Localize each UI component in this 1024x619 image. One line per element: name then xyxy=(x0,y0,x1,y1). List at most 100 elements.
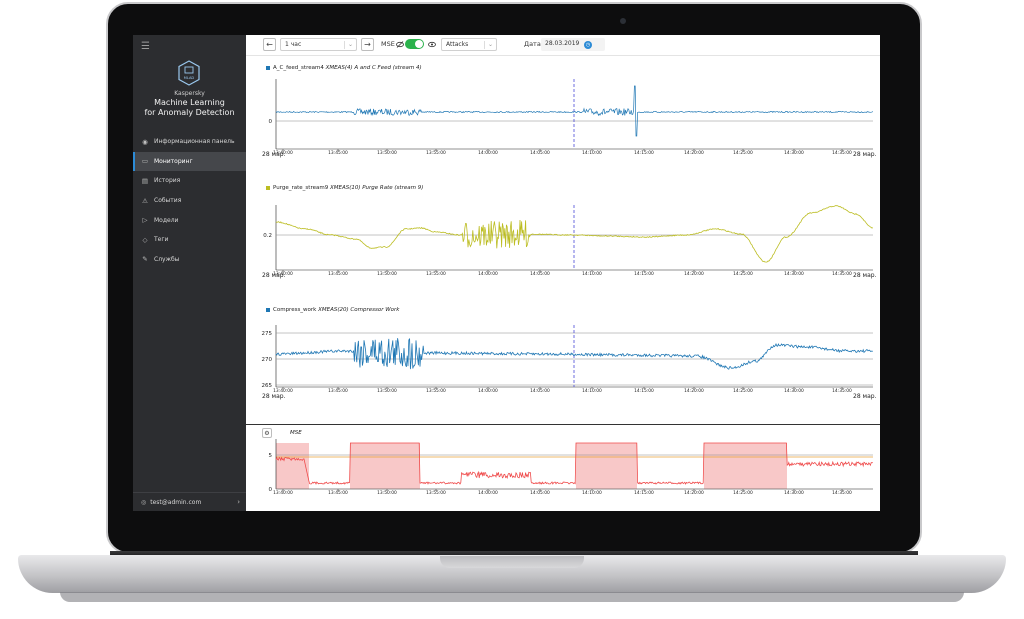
chart-svg: 5 013:40:00 13:45:00 13:50:00 13:55:00 14:00:… xyxy=(269,439,873,496)
x-tick-label: 14:15:00 xyxy=(634,388,654,394)
brand-line-2: for Anomaly Detection xyxy=(144,108,235,117)
y-tick-label: 265 xyxy=(262,383,273,389)
date-input[interactable]: 28.03.2019 xyxy=(541,38,605,51)
settings-icon[interactable]: ⚙ xyxy=(262,428,272,438)
x-tick-label: 13:40:00 xyxy=(273,490,293,496)
back-button[interactable]: ← xyxy=(263,38,276,51)
x-tick-label: 14:20:00 xyxy=(684,490,704,496)
attacks-value: Attacks xyxy=(446,41,469,48)
date-left: 28 мар. xyxy=(262,151,286,158)
x-tick-label: 14:00:00 xyxy=(478,271,498,277)
x-tick-label: 14:30:00 xyxy=(784,150,804,156)
chart-mse: ⚙ MSE 5 0 13:40:00 13:45:00 13:50:00 13:55:00… xyxy=(246,424,880,500)
sidebar-item-history[interactable]: ▤ История xyxy=(133,171,246,191)
x-tick-label: 13:50:00 xyxy=(377,490,397,496)
mse-toggle[interactable] xyxy=(405,39,424,49)
x-tick-label: 14:10:00 xyxy=(582,490,602,496)
toolbar: ← 1 час ⌄ → MSE Attacks ⌄ xyxy=(246,35,880,56)
laptop-foot xyxy=(60,592,964,602)
x-tick-label: 14:25:00 xyxy=(733,271,753,277)
warning-icon: ⚠ xyxy=(142,196,148,205)
x-tick-label: 13:50:00 xyxy=(377,150,397,156)
series-desc: XMEAS(4) A and C Feed (stream 4) xyxy=(325,65,422,71)
sidebar-item-monitoring[interactable]: ▭ Мониторинг xyxy=(133,151,246,172)
series-swatch xyxy=(266,185,270,190)
play-icon: ▷ xyxy=(142,216,148,225)
x-tick-label: 13:40:00 xyxy=(273,150,293,156)
chevron-right-icon: › xyxy=(237,498,240,506)
attacks-select[interactable]: Attacks ⌄ xyxy=(441,38,497,51)
x-tick-label: 13:50:00 xyxy=(377,271,397,277)
brand-line-1: Machine Learning xyxy=(154,98,225,107)
wrench-icon: ✎ xyxy=(142,255,148,264)
chart-feed-stream4: A_C_feed_stream4 XMEAS(4) A and C Feed (… xyxy=(246,65,880,159)
x-tick-label: 14:15:00 xyxy=(634,490,654,496)
select-divider xyxy=(344,41,345,49)
x-tick-label: 13:40:00 xyxy=(273,271,293,277)
camera xyxy=(620,18,626,24)
chart-title: Compress_work XMEAS(20) Compressor Work xyxy=(266,307,399,313)
x-tick-label: 13:55:00 xyxy=(426,150,446,156)
sidebar-item-services[interactable]: ✎ Службы xyxy=(133,250,246,270)
x-tick-label: 14:25:00 xyxy=(733,490,753,496)
sidebar-item-events[interactable]: ⚠ События xyxy=(133,191,246,211)
x-tick-label: 14:20:00 xyxy=(684,271,704,277)
series-desc: XMEAS(10) Purge Rate (stream 9) xyxy=(329,185,424,191)
anomaly-band xyxy=(276,443,309,489)
tag-icon: ◇ xyxy=(142,235,148,244)
sidebar-item-dashboard[interactable]: ◉ Информационная панель xyxy=(133,132,246,152)
x-tick-label: 13:45:00 xyxy=(328,490,348,496)
x-tick-label: 14:30:00 xyxy=(784,271,804,277)
calendar-icon[interactable]: ◷ xyxy=(584,41,592,49)
toggle-knob xyxy=(415,40,423,48)
chart-svg: 0 13:40:00 13:45:00 13:50:00 13:55:00 14:00:0… xyxy=(269,79,874,156)
eye-off-icon[interactable] xyxy=(396,41,404,48)
sidebar-item-label: События xyxy=(154,197,182,205)
sidebar-item-label: Службы xyxy=(154,255,180,263)
x-tick-label: 13:45:00 xyxy=(328,150,348,156)
series-tag: Purge_rate_stream9 xyxy=(273,185,329,191)
history-icon: ▤ xyxy=(141,176,149,185)
main-panel: ← 1 час ⌄ → MSE Attacks ⌄ xyxy=(246,35,880,511)
date-label: Дата xyxy=(524,40,541,48)
sidebar-item-label: Мониторинг xyxy=(154,157,193,165)
user-menu[interactable]: ◎ test@admin.com › xyxy=(133,492,246,511)
sidebar-item-tags[interactable]: ◇ Теги xyxy=(133,230,246,250)
chevron-down-icon: ⌄ xyxy=(487,41,493,48)
date-left: 28 мар. xyxy=(262,393,286,400)
y-tick-label: 0 xyxy=(269,119,273,125)
x-tick-label: 14:00:00 xyxy=(478,490,498,496)
sidebar-item-label: Информационная панель xyxy=(154,138,235,146)
anomaly-band xyxy=(350,443,420,489)
period-select[interactable]: 1 час ⌄ xyxy=(280,38,357,51)
x-tick-label: 14:00:00 xyxy=(478,150,498,156)
x-tick-label: 13:55:00 xyxy=(426,388,446,394)
sidebar-item-label: Теги xyxy=(154,236,169,244)
series-line xyxy=(275,85,874,137)
user-icon: ◎ xyxy=(141,498,147,506)
menu-icon[interactable]: ☰ xyxy=(141,41,150,52)
y-tick-label: 5 xyxy=(269,453,273,459)
date-left: 28 мар. xyxy=(262,272,286,279)
app-screen: ☰ MLAD Kaspersky Machine Learning for An… xyxy=(133,35,880,511)
period-value: 1 час xyxy=(285,41,302,48)
x-tick-label: 14:15:00 xyxy=(634,271,654,277)
select-divider xyxy=(484,41,485,49)
series-swatch xyxy=(266,65,270,70)
sidebar-item-label: История xyxy=(154,177,181,185)
x-tick-label: 13:55:00 xyxy=(426,490,446,496)
x-tick-label: 14:25:00 xyxy=(733,150,753,156)
x-tick-label: 14:05:00 xyxy=(530,388,550,394)
x-tick-label: 13:45:00 xyxy=(328,271,348,277)
series-line xyxy=(275,338,873,370)
forward-button[interactable]: → xyxy=(361,38,374,51)
x-tick-label: 14:35:00 xyxy=(832,388,852,394)
sidebar-item-models[interactable]: ▷ Модели xyxy=(133,210,246,230)
laptop-hinge xyxy=(110,551,918,557)
series-tag: A_C_feed_stream4 xyxy=(273,65,324,71)
series-tag: Compress_work xyxy=(273,307,317,313)
x-tick-label: 14:35:00 xyxy=(832,150,852,156)
eye-icon[interactable] xyxy=(428,41,436,48)
date-value: 28.03.2019 xyxy=(545,40,580,47)
